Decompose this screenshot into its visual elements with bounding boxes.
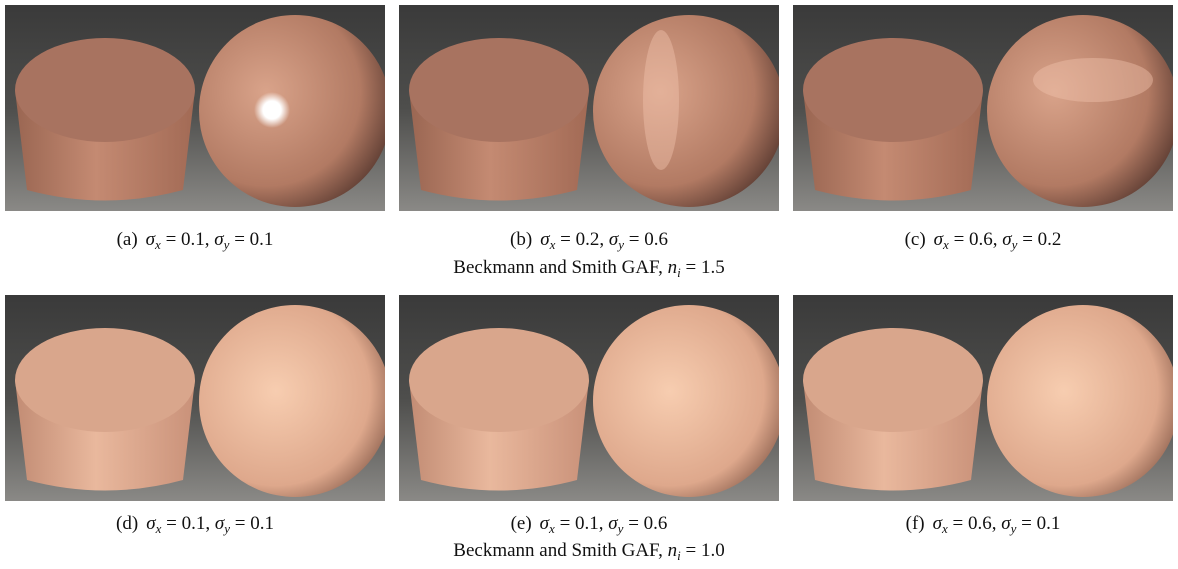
- math-value: = 0.1,: [166, 229, 210, 250]
- math-variable: σ: [540, 229, 549, 250]
- subscript: y: [618, 237, 624, 252]
- math-variable: σ: [146, 513, 155, 534]
- caption-label: (b): [510, 229, 532, 250]
- render-image: [793, 5, 1173, 211]
- row-title: Beckmann and Smith GAF, ni = 1.0: [0, 540, 1178, 562]
- render-image: [793, 295, 1173, 501]
- math-value: = 0.6,: [954, 229, 998, 250]
- subscript: x: [155, 237, 161, 252]
- caption: (c)σx = 0.6, σy = 0.2: [793, 229, 1173, 251]
- row-title-text: Beckmann and Smith GAF,: [453, 257, 663, 278]
- caption-label: (e): [511, 513, 532, 534]
- render-image: [5, 295, 385, 501]
- math-value: = 1.0: [685, 540, 724, 561]
- subscript: i: [677, 548, 681, 563]
- caption: (a)σx = 0.1, σy = 0.1: [5, 229, 385, 251]
- caption: (b)σx = 0.2, σy = 0.6: [399, 229, 779, 251]
- subscript: y: [224, 521, 230, 536]
- math-value: = 0.1: [1021, 513, 1060, 534]
- subscript: i: [677, 265, 681, 280]
- math-variable: σ: [214, 229, 223, 250]
- subscript: x: [943, 237, 949, 252]
- math-variable: n: [668, 257, 678, 278]
- caption-label: (f): [906, 513, 925, 534]
- subscript: x: [942, 521, 948, 536]
- math-variable: σ: [609, 229, 618, 250]
- math-value: = 0.6: [629, 229, 668, 250]
- caption-label: (c): [905, 229, 926, 250]
- caption: (e)σx = 0.1, σy = 0.6: [399, 513, 779, 535]
- math-value: = 0.1,: [560, 513, 604, 534]
- math-value: = 0.1: [234, 229, 273, 250]
- figure: (a)σx = 0.1, σy = 0.1(b)σx = 0.2, σy = 0…: [0, 0, 1178, 569]
- math-variable: σ: [1001, 513, 1010, 534]
- subscript: y: [618, 521, 624, 536]
- math-variable: σ: [934, 229, 943, 250]
- math-value: = 0.2,: [560, 229, 604, 250]
- caption: (f)σx = 0.6, σy = 0.1: [793, 513, 1173, 535]
- math-value: = 0.1: [235, 513, 274, 534]
- row-title: Beckmann and Smith GAF, ni = 1.5: [0, 257, 1178, 279]
- subscript: x: [549, 521, 555, 536]
- math-value: = 0.1,: [166, 513, 210, 534]
- math-variable: n: [668, 540, 678, 561]
- subscript: y: [1011, 521, 1017, 536]
- math-value: = 0.2: [1022, 229, 1061, 250]
- caption: (d)σx = 0.1, σy = 0.1: [5, 513, 385, 535]
- math-variable: σ: [146, 229, 155, 250]
- render-image: [399, 5, 779, 211]
- math-variable: σ: [608, 513, 617, 534]
- math-variable: σ: [540, 513, 549, 534]
- math-variable: σ: [215, 513, 224, 534]
- caption-label: (a): [117, 229, 138, 250]
- caption-label: (d): [116, 513, 138, 534]
- render-image: [5, 5, 385, 211]
- math-value: = 0.6,: [953, 513, 997, 534]
- math-variable: σ: [933, 513, 942, 534]
- subscript: y: [224, 237, 230, 252]
- subscript: y: [1012, 237, 1018, 252]
- math-variable: σ: [1002, 229, 1011, 250]
- row-title-text: Beckmann and Smith GAF,: [453, 540, 663, 561]
- math-value: = 1.5: [685, 257, 724, 278]
- subscript: x: [550, 237, 556, 252]
- subscript: x: [156, 521, 162, 536]
- math-value: = 0.6: [628, 513, 667, 534]
- render-image: [399, 295, 779, 501]
